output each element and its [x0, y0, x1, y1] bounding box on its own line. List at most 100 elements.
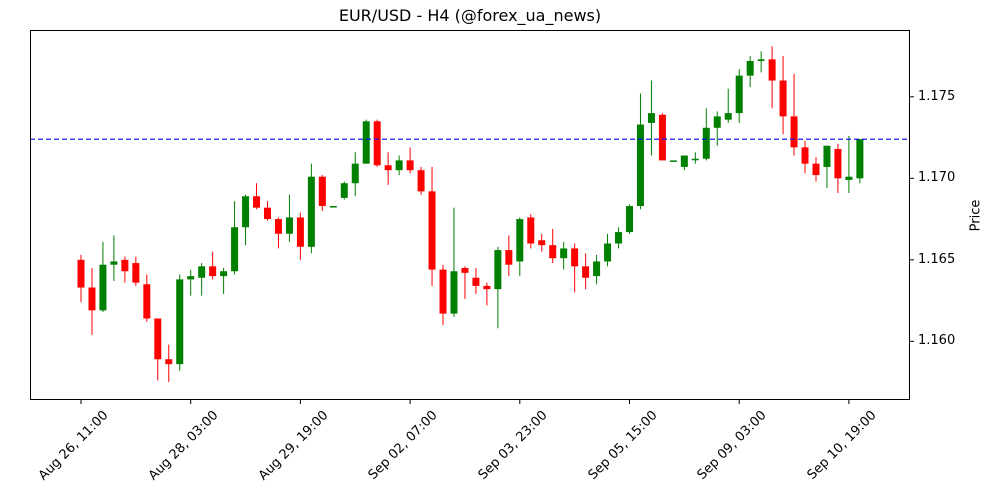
candle	[560, 241, 568, 270]
candle	[395, 155, 403, 176]
candle-body	[746, 60, 754, 76]
candle	[384, 152, 392, 185]
candle-body	[790, 116, 798, 148]
candle-body	[680, 155, 688, 167]
candle-body	[253, 196, 261, 208]
candle-body	[209, 266, 217, 277]
candle	[702, 108, 710, 161]
candle	[373, 119, 381, 167]
candle	[680, 155, 688, 171]
candle	[691, 152, 699, 164]
x-axis-ticks	[80, 400, 850, 404]
candle-body	[220, 271, 228, 277]
candle-body	[110, 261, 118, 265]
candle-body	[176, 279, 184, 365]
candle	[209, 251, 217, 280]
candle-body	[834, 148, 842, 179]
candle	[538, 233, 546, 252]
candle-body	[483, 285, 491, 290]
candle	[88, 267, 96, 335]
candle	[505, 235, 513, 277]
candle-body	[735, 75, 743, 114]
candle	[154, 318, 162, 381]
candle-body	[373, 121, 381, 166]
candle-body	[713, 116, 721, 128]
candle-body	[647, 113, 655, 123]
candle	[856, 139, 864, 184]
candle	[461, 266, 469, 299]
candle-body	[856, 139, 864, 179]
candle	[99, 241, 107, 312]
candle	[351, 152, 359, 197]
candle-body	[307, 176, 315, 247]
candle	[450, 207, 458, 317]
candle	[198, 263, 206, 296]
candle-body	[329, 206, 337, 208]
plot-frame	[30, 30, 910, 400]
candle-body	[823, 145, 831, 167]
candle	[472, 267, 480, 295]
candle-body	[285, 217, 293, 234]
candle-body	[428, 191, 436, 270]
candle-body	[845, 176, 853, 180]
candle	[746, 56, 754, 88]
candle-body	[165, 359, 173, 365]
candle	[571, 243, 579, 293]
candle	[165, 344, 173, 383]
candle	[483, 282, 491, 306]
candle	[417, 166, 425, 195]
candle-body	[384, 165, 392, 171]
candle-body	[231, 227, 239, 272]
chart-title: EUR/USD - H4 (@forex_ua_news)	[338, 6, 602, 25]
candle-body	[99, 264, 107, 311]
candle	[121, 256, 129, 283]
candle	[593, 254, 601, 285]
candle	[516, 217, 524, 277]
candle	[527, 214, 535, 249]
candle	[77, 254, 85, 303]
candle	[362, 119, 370, 164]
candle	[658, 113, 666, 161]
candle-body	[626, 206, 633, 233]
candle-body	[362, 121, 370, 164]
candle	[406, 147, 414, 174]
candle-body	[439, 269, 447, 314]
candle	[768, 46, 776, 109]
candle	[143, 274, 151, 322]
candle-body	[538, 240, 546, 246]
candle-body	[658, 114, 666, 161]
candle-body	[263, 207, 271, 220]
candle-body	[724, 113, 732, 120]
candle	[713, 111, 721, 146]
candle-body	[560, 248, 568, 259]
candles-layer	[77, 46, 864, 383]
candle-body	[604, 243, 612, 262]
candle-body	[516, 219, 524, 262]
candle-body	[274, 219, 282, 234]
candle	[604, 233, 612, 267]
candle	[636, 93, 644, 210]
candle	[187, 269, 195, 296]
candle	[669, 160, 677, 162]
candle-body	[143, 284, 151, 319]
candle-body	[198, 266, 206, 278]
candle-body	[318, 176, 326, 207]
candle	[110, 235, 118, 282]
candle	[626, 204, 633, 234]
candle-body	[406, 160, 414, 171]
candle-body	[801, 147, 809, 164]
candle-body	[242, 196, 250, 228]
candle-body	[812, 163, 820, 176]
candle-body	[132, 263, 140, 283]
y-tick-label: 1.165	[918, 251, 956, 267]
candle-body	[461, 267, 469, 273]
candle-body	[636, 124, 644, 207]
candle	[428, 166, 436, 286]
candle-body	[768, 59, 776, 81]
candle-body	[494, 250, 502, 290]
candle-body	[779, 80, 787, 117]
candle-body	[582, 266, 590, 278]
y-tick-label: 1.175	[918, 88, 956, 104]
candle	[132, 256, 140, 286]
candle	[285, 194, 293, 242]
